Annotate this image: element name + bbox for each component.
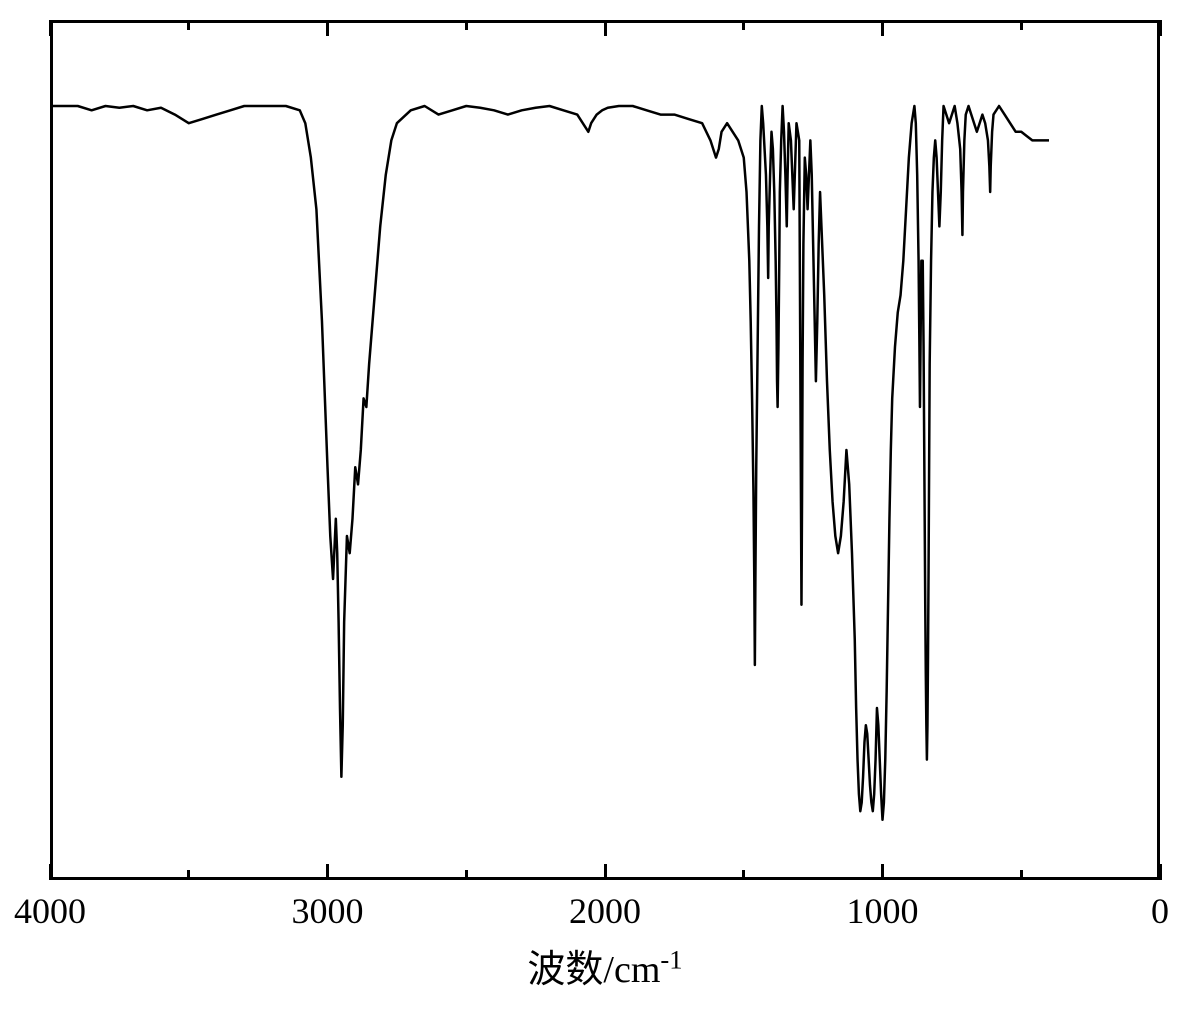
minor-tick <box>1020 870 1023 880</box>
major-tick-top <box>881 20 884 36</box>
minor-tick <box>187 870 190 880</box>
x-tick-label: 4000 <box>14 890 86 932</box>
x-tick-label: 3000 <box>292 890 364 932</box>
major-tick-top <box>604 20 607 36</box>
major-tick <box>881 864 884 880</box>
major-tick <box>1159 864 1162 880</box>
major-tick <box>49 864 52 880</box>
x-tick-label: 2000 <box>569 890 641 932</box>
x-axis-label-text: 波数/cm-1 <box>527 949 682 991</box>
major-tick <box>604 864 607 880</box>
x-tick-label: 0 <box>1151 890 1169 932</box>
major-tick <box>326 864 329 880</box>
major-tick-top <box>49 20 52 36</box>
minor-tick-top <box>187 20 190 30</box>
minor-tick <box>465 870 468 880</box>
x-axis-label: 波数/cm-1 <box>527 938 682 993</box>
x-tick-label: 1000 <box>847 890 919 932</box>
major-tick-top <box>326 20 329 36</box>
ir-spectrum-chart: 4000 3000 2000 1000 0 波数/cm-1 <box>0 0 1196 1014</box>
minor-tick-top <box>1020 20 1023 30</box>
spectrum-line <box>50 20 1160 880</box>
minor-tick <box>742 870 745 880</box>
minor-tick-top <box>742 20 745 30</box>
major-tick-top <box>1159 20 1162 36</box>
minor-tick-top <box>465 20 468 30</box>
